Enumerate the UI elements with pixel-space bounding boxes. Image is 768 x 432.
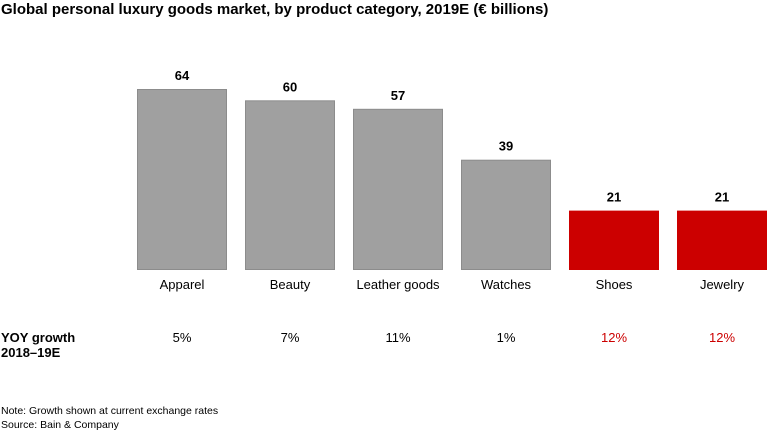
growth-value: 12%	[601, 330, 627, 345]
data-label: 60	[283, 79, 297, 94]
growth-value: 11%	[385, 330, 410, 345]
data-label: 39	[499, 139, 513, 154]
category-label: Shoes	[596, 277, 633, 292]
bar-leather-goods	[353, 108, 443, 270]
data-label: 57	[391, 88, 405, 103]
chart-title: Global personal luxury goods market, by …	[1, 1, 549, 18]
category-label: Jewelry	[700, 277, 745, 292]
category-label: Watches	[481, 277, 532, 292]
note: Note: Growth shown at current exchange r…	[1, 405, 219, 417]
bar-apparel	[137, 89, 227, 270]
category-label: Beauty	[270, 277, 311, 292]
yoy-growth-label: YOY growth 2018–19E	[1, 330, 75, 360]
growth-value: 5%	[173, 330, 192, 345]
category-label: Leather goods	[356, 277, 440, 292]
bar-watches	[461, 159, 551, 270]
yoy-growth-title: YOY growth	[1, 330, 76, 345]
growth-value: 1%	[497, 330, 516, 345]
bar-jewelry	[677, 210, 767, 270]
data-label: 21	[607, 190, 621, 205]
growth-value: 12%	[709, 330, 735, 345]
source: Source: Bain & Company	[1, 419, 119, 431]
category-label: Apparel	[160, 277, 205, 292]
data-label: 21	[715, 190, 729, 205]
growth-value: 7%	[281, 330, 300, 345]
bar-shoes	[569, 210, 659, 270]
data-label: 64	[175, 68, 190, 83]
bar-beauty	[245, 100, 335, 270]
yoy-growth-period: 2018–19E	[1, 345, 61, 360]
